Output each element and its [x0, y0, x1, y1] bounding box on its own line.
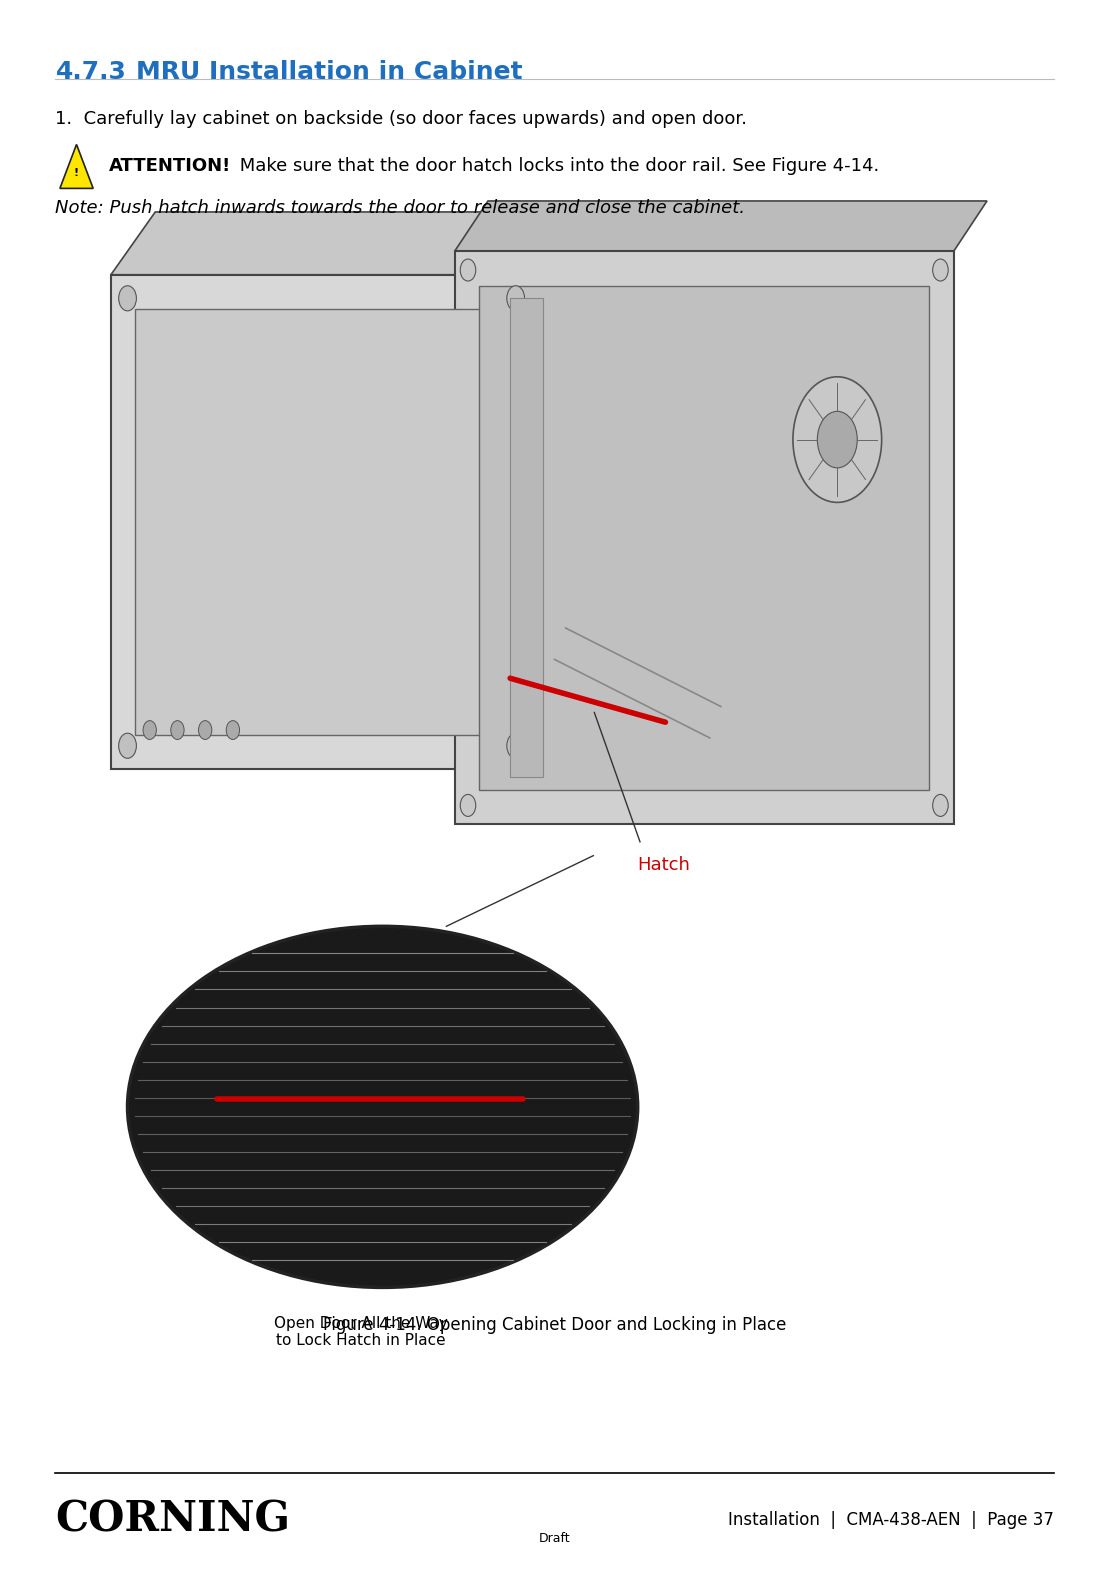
Text: Make sure that the door hatch locks into the door rail. See Figure 4-14.: Make sure that the door hatch locks into… — [234, 157, 879, 174]
Circle shape — [143, 721, 156, 739]
Circle shape — [119, 733, 136, 758]
Polygon shape — [111, 212, 577, 275]
Text: Draft: Draft — [539, 1532, 570, 1545]
FancyBboxPatch shape — [455, 251, 954, 824]
Text: Open Door All the Way
to Lock Hatch in Place: Open Door All the Way to Lock Hatch in P… — [274, 1316, 447, 1349]
Text: ATTENTION!: ATTENTION! — [109, 157, 231, 174]
FancyBboxPatch shape — [135, 309, 508, 735]
Circle shape — [119, 286, 136, 311]
Circle shape — [933, 259, 948, 281]
Text: Note: Push hatch inwards towards the door to release and close the cabinet.: Note: Push hatch inwards towards the doo… — [55, 199, 745, 217]
FancyBboxPatch shape — [479, 286, 929, 790]
FancyBboxPatch shape — [510, 298, 543, 777]
Circle shape — [933, 794, 948, 816]
Circle shape — [199, 721, 212, 739]
Text: Figure 4-14. Opening Cabinet Door and Locking in Place: Figure 4-14. Opening Cabinet Door and Lo… — [323, 1316, 786, 1333]
Circle shape — [460, 259, 476, 281]
Text: Hatch: Hatch — [638, 856, 691, 873]
FancyBboxPatch shape — [111, 275, 532, 769]
Circle shape — [171, 721, 184, 739]
Text: !: ! — [74, 168, 79, 177]
Text: 4.7.3: 4.7.3 — [55, 60, 126, 83]
Text: MRU Installation in Cabinet: MRU Installation in Cabinet — [136, 60, 523, 83]
Text: CORNING: CORNING — [55, 1499, 291, 1540]
Circle shape — [460, 794, 476, 816]
Ellipse shape — [128, 926, 638, 1287]
Text: 1.  Carefully lay cabinet on backside (so door faces upwards) and open door.: 1. Carefully lay cabinet on backside (so… — [55, 110, 747, 127]
Polygon shape — [455, 201, 987, 251]
Text: Installation  |  CMA-438-AEN  |  Page 37: Installation | CMA-438-AEN | Page 37 — [728, 1510, 1054, 1529]
Circle shape — [793, 377, 882, 502]
Polygon shape — [60, 144, 93, 188]
Circle shape — [507, 733, 525, 758]
Circle shape — [226, 721, 240, 739]
Circle shape — [507, 286, 525, 311]
Circle shape — [817, 411, 857, 468]
